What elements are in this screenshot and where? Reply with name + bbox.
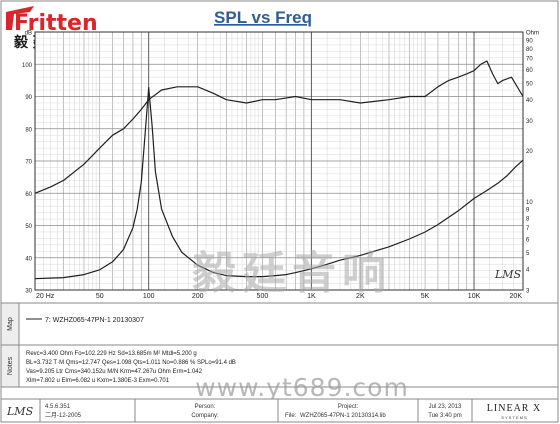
y-right-tick-label: 70 [526,57,533,63]
y-right-tick-label: 7 [526,226,530,232]
x-tick-label: 10K [468,293,481,300]
y-right-tick-label: 50 [526,81,533,87]
chart-annotation: LMS [494,268,522,281]
footer-date: Jul 23, 2013 [429,404,462,410]
legend-label: Map [7,317,14,331]
x-tick-label: 20 Hz [36,293,55,300]
footer-version-date: 二月-12-2005 [45,412,82,419]
y-left-tick-label: dB [25,31,32,37]
y-right-tick-label: 20 [526,149,533,155]
watermark-cn: 毅廷音响 [192,248,392,299]
impedance-curve [34,87,524,280]
plot-border [34,31,524,291]
footer-file-label: File: [285,413,297,419]
watermark-url: www.yt689.com [195,373,409,402]
y-left-tick-label: 30 [25,289,32,295]
y-left-tick-label: 40 [25,256,32,262]
notes-line: BL=3.732 T·M Qms=12.747 Qes=1.098 Qts=1.… [26,360,236,366]
x-axis-ticks: 20 Hz 50 100 200 500 1K 2K 5K 10K 20K [36,293,522,300]
y-left-tick-label: 90 [25,95,32,101]
y-right-tick-label: 5 [526,251,530,257]
footer-lms-logo: LMS [6,405,34,418]
x-tick-label: 500 [257,293,269,300]
y-left-tick-label: 50 [25,224,32,230]
x-tick-label: 2K [356,293,365,300]
y-right-tick-label: 6 [526,238,530,244]
notes-line: Vas=9.205 Ltr Cms=340.152u M/N Krm=47.26… [26,369,203,375]
legend-entry: 7: WZHZ065-47PN-1 20130307 [45,317,144,324]
legend-panel [0,302,559,346]
brand-mark-icon [6,6,34,30]
curves [34,31,524,291]
x-tick-label: 200 [192,293,204,300]
y-right-tick-label: 60 [526,68,533,74]
y-right-tick-label: 40 [526,98,533,104]
notes-line: Revc=3.400 Ohm Fo=102.229 Hz Sd=13.685m … [26,351,197,357]
x-tick-label: 5K [421,293,430,300]
footer-person-label: Person: [195,404,216,410]
footer-linearx-subtitle: S Y S T E M S [501,415,527,420]
y-right-tick-label: 4 [526,267,530,273]
y-left-tick-label: 70 [25,160,32,166]
spl-curve [34,60,524,194]
footer-file-value: WZHZ065-47PN-1 20130314.lib [300,413,386,419]
x-tick-label: 100 [143,293,155,300]
footer-bar [0,398,559,423]
y-right-tick-label: Ohm [526,31,539,37]
y-right-tick-label: 90 [526,38,533,44]
y-left-tick-label: 100 [22,63,33,69]
chart-title: SPL vs Freq [214,8,312,27]
footer-version: 4.5.6.351 [45,404,71,410]
y-right-tick-label: 80 [526,47,533,53]
notes-label-strip [0,344,20,388]
x-tick-label: 50 [96,293,104,300]
y-left-tick-label: 60 [25,192,32,198]
y-right-tick-label: 8 [526,216,530,222]
y-right-tick-label: 9 [526,208,530,214]
x-tick-label: 1K [307,293,316,300]
notes-line: Xlm=7.802 u Elm=6.082 u Kxm=1.380E-3 Exm… [26,378,170,384]
footer-company-label: Company: [191,413,219,419]
y-right-tick-label: 10 [526,200,533,206]
y-left-tick-label: 80 [25,127,32,133]
footer-linearx-logo: LINEAR X [487,403,541,414]
notes-panel [0,344,559,388]
y-left-axis-ticks: 30 40 50 60 70 80 90 100 dB [22,31,33,295]
footer-project-label: Project: [338,404,359,410]
x-tick-label: 20K [510,293,523,300]
y-right-tick-label: 30 [526,119,533,125]
y-right-tick-label: 3 [526,289,530,295]
footer-time: Tue 3:40 pm [428,413,461,419]
notes-label: Notes [7,356,14,375]
